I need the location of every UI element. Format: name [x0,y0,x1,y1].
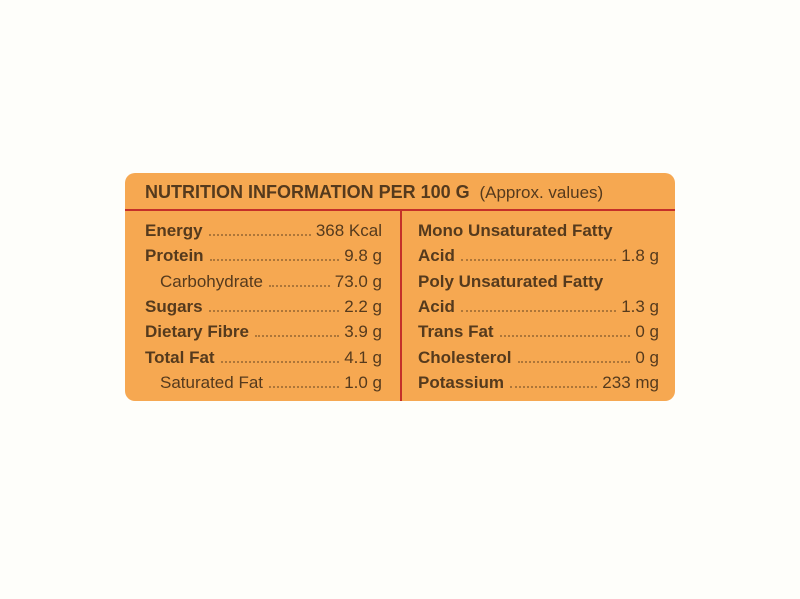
row-saturated-fat: Saturated Fat 1.0 g [145,370,382,395]
nutrition-header: NUTRITION INFORMATION PER 100 G (Approx.… [125,173,675,211]
row-dietary-fibre: Dietary Fibre 3.9 g [145,319,382,344]
row-value: 9.8 g [344,246,382,266]
nutrition-title: NUTRITION INFORMATION PER 100 G [145,182,470,202]
row-label: Cholesterol [418,347,512,367]
nutrition-label-card: NUTRITION INFORMATION PER 100 G (Approx.… [125,173,675,401]
row-value: 233 mg [602,372,659,392]
row-value: 2.2 g [344,296,382,316]
dotted-leader [209,259,340,262]
row-label: Sugars [145,296,203,316]
row-label: Carbohydrate [160,271,264,291]
row-cholesterol: Cholesterol 0 g [418,345,659,370]
row-carbohydrate: Carbohydrate 73.0 g [145,269,382,294]
dotted-leader [509,385,598,388]
dotted-leader [499,335,631,338]
row-label: Acid [418,296,455,316]
row-protein: Protein 9.8 g [145,243,382,268]
row-value: 1.3 g [621,296,659,316]
row-label: Mono Unsaturated Fatty [418,221,613,240]
row-value: 1.0 g [344,372,382,392]
nutrition-right-column: Mono Unsaturated Fatty Acid 1.8 g Poly U… [400,211,675,401]
row-label: Energy [145,221,203,240]
nutrition-columns: Energy 368 Kcal Protein 9.8 g Carbohydra… [125,211,675,401]
row-value: 0 g [635,347,659,367]
row-sugars: Sugars 2.2 g [145,294,382,319]
row-value: 368 Kcal [315,221,382,240]
row-mono-acid-value: Acid 1.8 g [418,243,659,268]
row-energy: Energy 368 Kcal [145,218,382,243]
dotted-leader [208,309,340,312]
row-label: Protein [145,246,204,266]
dotted-leader [208,234,311,236]
row-value: 3.9 g [344,322,382,342]
row-value: 4.1 g [344,347,382,367]
row-value: 73.0 g [334,271,382,291]
row-total-fat: Total Fat 4.1 g [145,345,382,370]
row-poly-unsaturated-fatty: Poly Unsaturated Fatty [418,269,659,294]
row-poly-acid-value: Acid 1.3 g [418,294,659,319]
row-value: 1.8 g [621,246,659,266]
dotted-leader [220,360,340,363]
row-potassium: Potassium 233 mg [418,370,659,395]
row-label: Dietary Fibre [145,322,249,342]
row-label: Poly Unsaturated Fatty [418,271,604,291]
row-label: Total Fat [145,347,215,367]
row-label: Saturated Fat [160,372,264,392]
nutrition-subtitle-text: (Approx. values) [479,183,604,202]
dotted-leader [460,259,617,262]
row-label: Potassium [418,372,504,392]
row-label: Trans Fat [418,322,494,342]
nutrition-left-column: Energy 368 Kcal Protein 9.8 g Carbohydra… [125,211,400,401]
row-label: Acid [418,246,455,266]
dotted-leader [269,284,330,287]
dotted-leader [269,385,340,388]
dotted-leader [254,335,340,338]
dotted-leader [460,309,617,312]
row-value: 0 g [635,322,659,342]
row-mono-unsaturated-fatty: Mono Unsaturated Fatty [418,218,659,243]
dotted-leader [517,360,631,363]
row-trans-fat: Trans Fat 0 g [418,319,659,344]
